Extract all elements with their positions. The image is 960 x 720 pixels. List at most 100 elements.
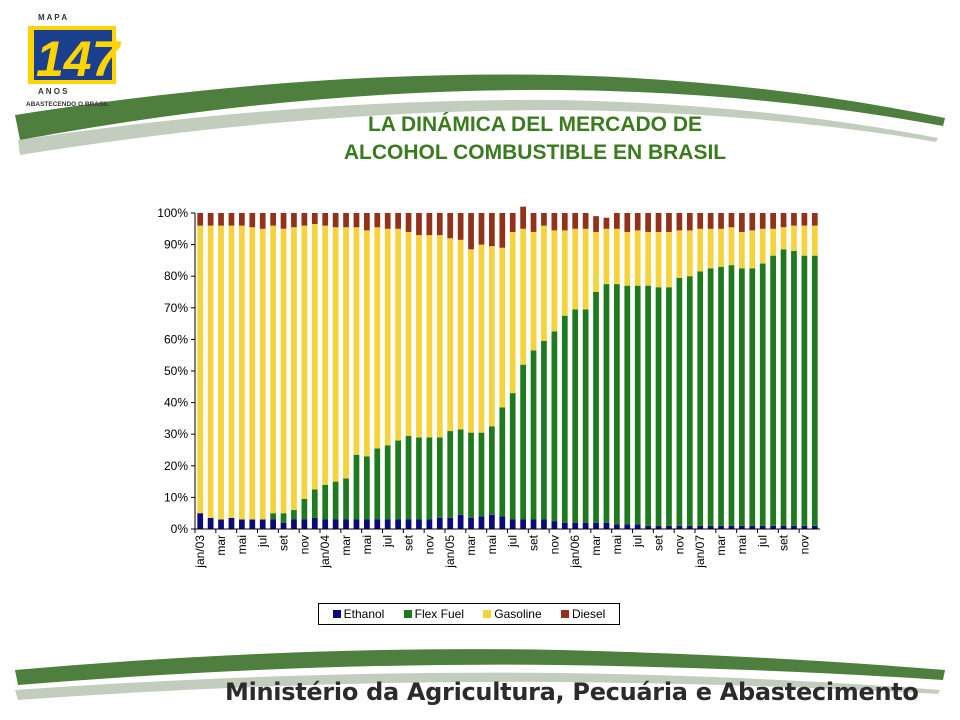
bar-flex-fuel xyxy=(707,268,714,526)
bar-diesel xyxy=(686,213,693,231)
bar-ethanol xyxy=(405,519,412,529)
bar-gasoline xyxy=(384,228,391,446)
bar-diesel xyxy=(374,213,381,228)
bar-diesel xyxy=(353,213,360,228)
bar-gasoline xyxy=(728,227,735,266)
bar-ethanol xyxy=(489,514,495,529)
bar-ethanol xyxy=(436,517,443,529)
bar-gasoline xyxy=(468,249,474,433)
y-tick-label: 30% xyxy=(164,427,188,441)
legend-item-ethanol: Ethanol xyxy=(332,607,384,621)
bar-diesel xyxy=(270,213,276,226)
bar-ethanol xyxy=(239,519,245,529)
y-tick-label: 40% xyxy=(164,396,188,410)
bar-flex-fuel xyxy=(811,255,818,526)
bar-flex-fuel xyxy=(697,271,704,526)
y-tick-label: 100% xyxy=(157,206,188,220)
bar-ethanol xyxy=(593,522,599,529)
bar-flex-fuel xyxy=(541,340,547,520)
bar-flex-fuel xyxy=(343,478,349,520)
bar-diesel xyxy=(468,213,474,250)
bar-ethanol xyxy=(697,525,704,529)
x-tick-label: nov xyxy=(422,535,436,554)
bar-gasoline xyxy=(749,230,756,269)
legend-item-gasoline: Gasoline xyxy=(483,607,542,621)
bar-ethanol xyxy=(614,524,620,529)
bar-flex-fuel xyxy=(416,437,422,520)
bar-gasoline xyxy=(239,225,245,520)
bar-ethanol xyxy=(218,519,224,529)
bar-diesel xyxy=(561,213,568,231)
bar-ethanol xyxy=(280,522,287,529)
bar-diesel xyxy=(718,213,724,229)
bar-gasoline xyxy=(447,238,454,432)
bar-gasoline xyxy=(759,228,766,264)
bar-diesel xyxy=(624,213,631,232)
bar-gasoline xyxy=(228,225,235,518)
bar-gasoline xyxy=(343,227,349,479)
bar-diesel xyxy=(614,213,620,229)
bar-diesel xyxy=(551,213,558,231)
page-title-line-1: LA DINÁMICA DEL MERCADO DE xyxy=(367,113,703,136)
mapa-147-logo: M A P A 147 A N O S ABASTECENDO O BRASIL xyxy=(22,10,122,110)
logo-top-text: M A P A xyxy=(38,13,67,22)
bar-flex-fuel xyxy=(395,440,401,520)
bar-flex-fuel xyxy=(739,268,745,526)
bar-ethanol xyxy=(353,519,360,529)
bar-flex-fuel xyxy=(770,255,776,526)
bar-flex-fuel xyxy=(686,276,693,526)
bar-diesel xyxy=(603,217,610,229)
bar-diesel xyxy=(801,213,808,226)
bar-gasoline xyxy=(364,230,370,457)
bar-gasoline xyxy=(405,231,412,436)
bar-gasoline xyxy=(374,227,381,449)
bar-ethanol xyxy=(311,517,318,529)
bar-diesel xyxy=(791,213,797,226)
bar-gasoline xyxy=(614,228,620,285)
bar-ethanol xyxy=(780,525,787,529)
bar-ethanol xyxy=(801,525,808,529)
bar-flex-fuel xyxy=(447,431,454,518)
bar-flex-fuel xyxy=(582,309,589,523)
bar-flex-fuel xyxy=(530,350,537,520)
x-tick-label: jan/04 xyxy=(318,535,332,569)
bar-flex-fuel xyxy=(728,265,735,526)
bar-ethanol xyxy=(197,513,204,529)
bar-flex-fuel xyxy=(270,513,276,520)
bar-gasoline xyxy=(301,225,308,499)
bar-gasoline xyxy=(593,231,599,292)
bar-flex-fuel xyxy=(749,268,756,526)
bar-gasoline xyxy=(770,228,776,256)
x-tick-label: set xyxy=(652,534,666,551)
bar-diesel xyxy=(239,213,245,226)
bar-diesel xyxy=(218,213,224,226)
bar-flex-fuel xyxy=(676,277,683,526)
bar-gasoline xyxy=(416,235,422,438)
bar-ethanol xyxy=(572,522,579,529)
x-tick-label: nov xyxy=(672,535,686,554)
x-tick-label: jan/07 xyxy=(693,535,707,569)
bar-ethanol xyxy=(259,519,266,529)
legend-item-diesel: Diesel xyxy=(560,607,605,621)
bar-gasoline xyxy=(311,224,318,490)
x-tick-label: mar xyxy=(714,535,728,556)
bar-flex-fuel xyxy=(603,284,610,523)
y-tick-label: 50% xyxy=(164,364,188,378)
bar-ethanol xyxy=(416,519,422,529)
bar-gasoline xyxy=(499,247,506,408)
bar-diesel xyxy=(770,213,776,229)
bar-gasoline xyxy=(270,225,276,514)
legend-swatch-gasoline xyxy=(483,610,492,618)
x-tick-label: set xyxy=(527,534,541,551)
bar-flex-fuel xyxy=(291,510,297,520)
bar-gasoline xyxy=(801,225,808,256)
bar-diesel xyxy=(728,213,735,228)
bar-flex-fuel xyxy=(561,315,568,523)
bar-diesel xyxy=(655,213,662,232)
bar-ethanol xyxy=(791,525,797,529)
bar-gasoline xyxy=(603,228,610,285)
bar-diesel xyxy=(811,213,818,226)
y-tick-label: 0% xyxy=(171,522,189,536)
x-tick-label: set xyxy=(777,534,791,551)
bar-diesel xyxy=(780,213,787,228)
